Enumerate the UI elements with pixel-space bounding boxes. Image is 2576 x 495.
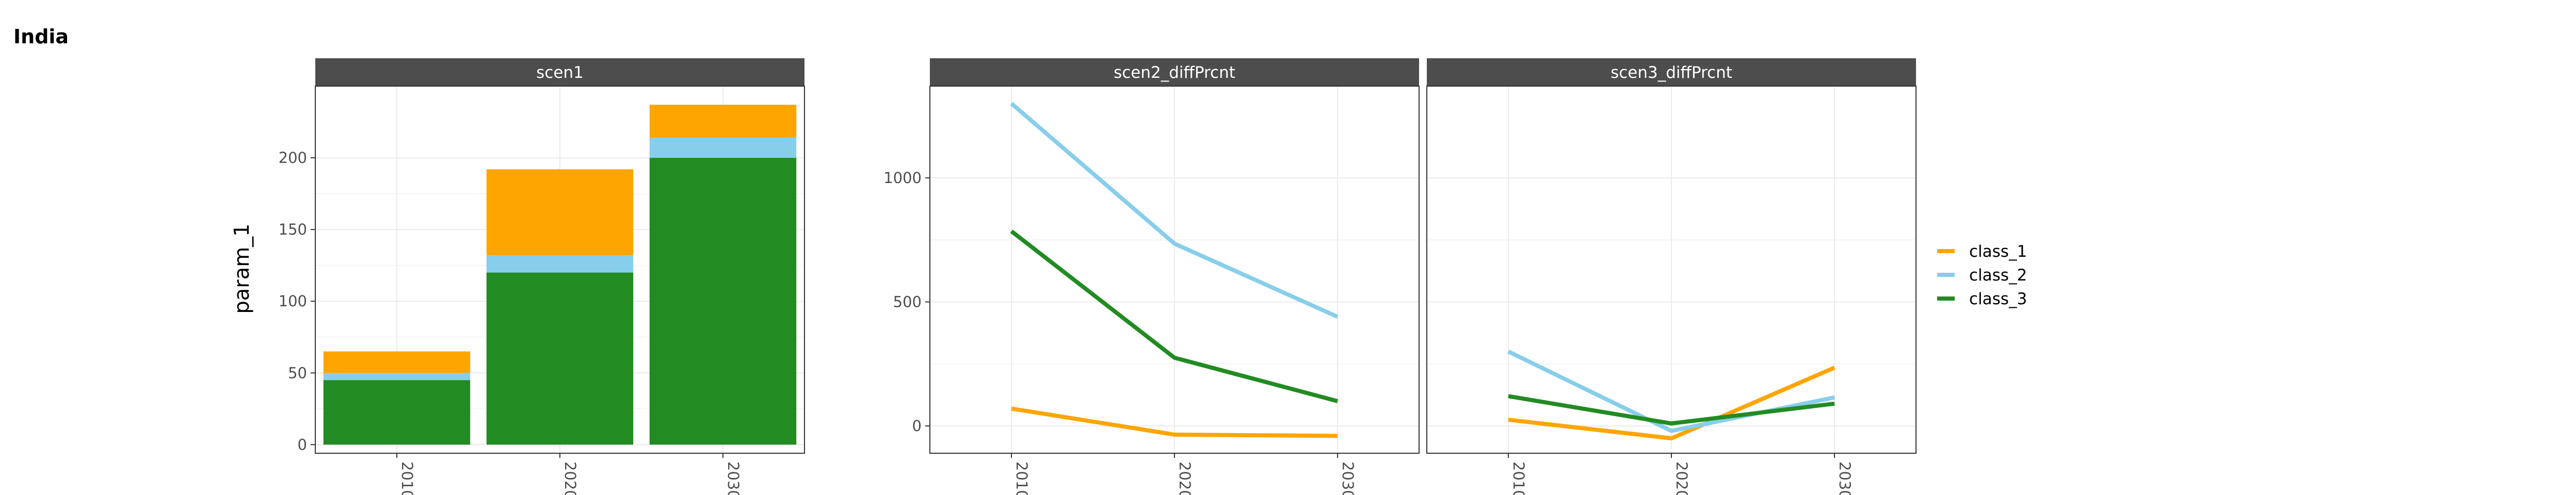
lines <box>1507 350 1836 441</box>
bar-class_2-2020 <box>486 255 634 273</box>
line-class_3 <box>1010 229 1339 403</box>
facet-scen3-diffprcnt: scen3_diffPrcnt 2010 2020 2030 <box>1426 58 1917 495</box>
y-axis-ticks: 0 500 1000 <box>883 169 930 435</box>
y-tick-label: 1000 <box>883 169 922 187</box>
x-axis-ticks: 2010 2020 2030 <box>1508 453 1854 495</box>
x-axis-ticks: 2010 2020 2030 <box>396 453 742 495</box>
x-tick-label: 2020 <box>561 461 579 495</box>
x-axis-ticks: 2010 2020 2030 <box>1011 453 1357 495</box>
bar-class_3-2010 <box>323 380 471 445</box>
bar-class_1-2010 <box>323 351 471 373</box>
strip-label-scen3-diffprcnt: scen3_diffPrcnt <box>1611 63 1732 82</box>
line-class_3 <box>1508 394 1835 426</box>
legend-label-class_2: class_2 <box>1969 266 2027 285</box>
bar-class_1-2030 <box>649 105 797 138</box>
facet-scen1: scen1 0 50 100 150 200 2010 2020 2030 <box>279 58 805 495</box>
legend-label-class_3: class_3 <box>1969 290 2027 308</box>
line-class_2 <box>1010 102 1339 319</box>
lines <box>1010 102 1339 438</box>
bar-class_2-2030 <box>649 138 797 158</box>
y-tick-label: 0 <box>298 436 307 453</box>
y-tick-label: 200 <box>279 149 307 167</box>
page-title: India <box>13 25 69 48</box>
strip-label-scen1: scen1 <box>536 63 584 82</box>
bar-class_1-2020 <box>486 169 634 256</box>
bar-class_2-2010 <box>323 373 471 381</box>
strip-label-scen2-diffprcnt: scen2_diffPrcnt <box>1114 63 1235 82</box>
y-tick-label: 500 <box>893 293 922 311</box>
legend-label-class_1: class_1 <box>1969 242 2027 261</box>
bar-class_3-2030 <box>649 158 797 445</box>
x-tick-label: 2010 <box>1013 461 1031 495</box>
y-tick-label: 50 <box>288 364 307 382</box>
x-tick-label: 2020 <box>1176 461 1194 495</box>
x-tick-label: 2030 <box>725 461 742 495</box>
bar-class_3-2020 <box>486 272 634 445</box>
gridlines <box>930 86 1419 453</box>
strip-background <box>930 58 1419 86</box>
facet-scen2-diffprcnt: scen2_diffPrcnt 0 500 1000 2010 2020 2030 <box>883 58 1420 495</box>
x-tick-label: 2010 <box>1510 461 1527 495</box>
x-tick-label: 2030 <box>1339 461 1357 495</box>
line-class_1 <box>1508 366 1836 441</box>
legend: class_1 class_2 class_3 <box>1937 242 2027 308</box>
strip-background <box>1427 58 1916 86</box>
line-class_1 <box>1011 406 1338 438</box>
y-tick-label: 150 <box>279 221 307 238</box>
bars <box>323 105 797 445</box>
y-tick-label: 0 <box>912 417 922 435</box>
gridlines <box>1427 86 1916 453</box>
y-axis-ticks: 0 50 100 150 200 <box>279 149 315 453</box>
strip-background <box>315 58 804 86</box>
x-tick-label: 2020 <box>1673 461 1691 495</box>
x-tick-label: 2010 <box>398 461 416 495</box>
x-tick-label: 2030 <box>1836 461 1854 495</box>
y-tick-label: 100 <box>279 292 307 310</box>
y-axis-title: param_1 <box>230 223 254 314</box>
